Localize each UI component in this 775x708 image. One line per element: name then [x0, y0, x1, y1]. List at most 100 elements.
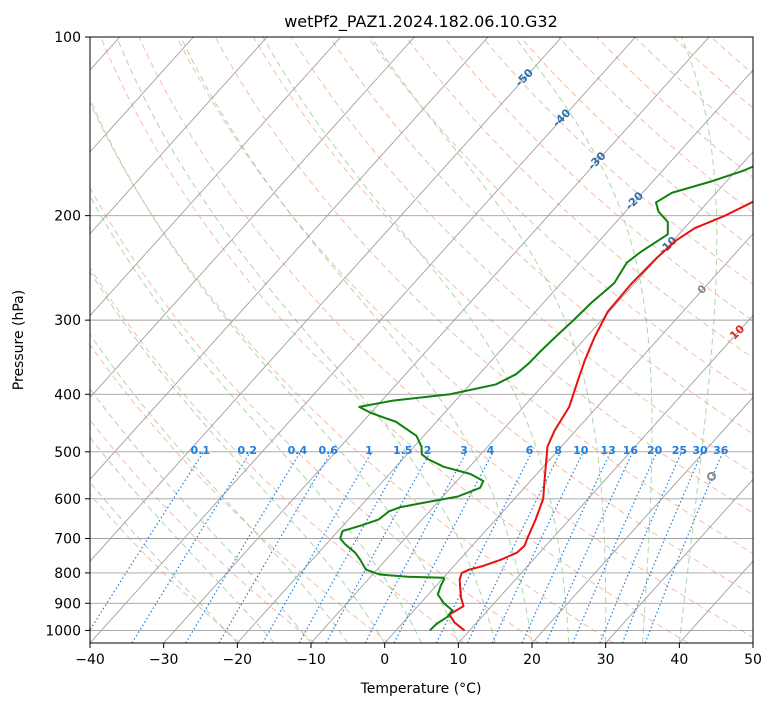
moist-adiabat-line	[514, 37, 653, 643]
isotherm-line	[90, 37, 194, 153]
mixing-ratio-label: 6	[526, 444, 534, 457]
mixing-ratio-label: 36	[713, 444, 729, 457]
y-tick-label: 100	[54, 30, 81, 46]
mixing-ratio-label: 13	[601, 444, 616, 457]
isotherm-line	[90, 37, 268, 235]
moist-adiabat-line	[262, 37, 570, 643]
x-tick-label: 50	[744, 652, 762, 668]
isotherm-line	[605, 478, 753, 643]
temperature-profile-line	[448, 200, 753, 632]
moist-adiabat-line	[180, 37, 533, 643]
mixing-ratio-line	[435, 451, 533, 643]
dry-adiabat-line	[90, 266, 465, 643]
mixing-ratio-label: 2	[424, 444, 432, 457]
mixing-ratio-label: 0.6	[318, 444, 338, 457]
isotherm-line	[531, 396, 753, 643]
y-axis-label: Pressure (hPa)	[11, 290, 27, 390]
mixing-ratio-label: 16	[623, 444, 639, 457]
x-tick-label: −10	[296, 652, 326, 668]
dry-adiabat-line	[596, 37, 753, 178]
mixing-ratio-line	[364, 451, 468, 643]
isotherm-line	[90, 37, 636, 643]
y-tick-label: 1000	[45, 623, 81, 639]
isotherm-line	[457, 314, 753, 643]
x-tick-label: −20	[223, 652, 253, 668]
x-tick-label: 10	[449, 652, 467, 668]
mixing-ratio-label: 20	[647, 444, 663, 457]
mixing-ratio-label: 3	[460, 444, 468, 457]
isotherm-line	[236, 69, 753, 643]
mixing-ratio-label: 1.5	[393, 444, 413, 457]
x-tick-label: 40	[670, 652, 688, 668]
dry-adiabat-line	[367, 37, 753, 397]
mixing-ratio-label: 30	[692, 444, 708, 457]
mixing-ratio-label: 10	[573, 444, 589, 457]
y-tick-label: 200	[54, 209, 81, 225]
mixing-ratio-label: 25	[672, 444, 687, 457]
isotherm-line	[384, 233, 753, 643]
dry-adiabat-line	[443, 37, 753, 322]
mixing-ratio-line	[90, 451, 205, 632]
plot-frame	[89, 36, 754, 644]
x-tick-label: 30	[597, 652, 615, 668]
mixing-ratio-line	[621, 451, 703, 643]
mixing-ratio-label: 4	[487, 444, 495, 457]
dry-adiabat-line	[176, 37, 753, 596]
dry-adiabat-line	[329, 37, 753, 435]
moist-adiabat-line	[90, 270, 386, 643]
y-tick-label: 600	[54, 492, 81, 508]
moist-adiabat-line	[678, 37, 718, 643]
dry-adiabat-line	[100, 37, 689, 643]
moist-adiabat-line	[370, 37, 607, 643]
mixing-ratio-line	[298, 451, 407, 643]
x-tick-label: −30	[149, 652, 179, 668]
y-tick-label: 400	[54, 387, 81, 403]
x-tick-label: 20	[523, 652, 541, 668]
dry-adiabat-line	[90, 186, 540, 643]
dry-adiabat-line	[90, 419, 315, 643]
mixing-ratio-line	[325, 451, 431, 643]
y-tick-label: 500	[54, 445, 81, 461]
isotherm-line	[310, 151, 753, 643]
mixing-ratio-line	[644, 451, 724, 643]
dry-adiabat-line	[252, 37, 753, 514]
mixing-ratio-line	[466, 451, 562, 643]
dry-adiabat-line	[138, 37, 753, 638]
mixing-ratio-line	[599, 451, 683, 643]
mixing-ratio-label: 1	[365, 444, 373, 457]
y-tick-label: 800	[54, 566, 81, 582]
isotherm-line	[90, 37, 415, 399]
plot-area: 0.1 0.2 0.4 0.6 1 1.5 2 3 4 6 8 10 13 16 20 25 30 36-50-4…	[90, 37, 753, 643]
dry-adiabat-line	[634, 37, 753, 144]
y-tick-label: 900	[54, 596, 81, 612]
moist-adiabat-line	[90, 436, 275, 643]
isotherm-line	[163, 37, 710, 643]
axes: −40 −30 −20 −10 0 10 20 30 40 50 1000 900 800 700 600 5…	[45, 30, 762, 668]
isotherm-line	[90, 37, 342, 317]
dry-adiabat-line	[214, 37, 753, 555]
mixing-ratio-label: 0.4	[288, 444, 308, 457]
dry-adiabat-line	[481, 37, 753, 285]
mixing-ratio-label: 0.1	[191, 444, 211, 457]
x-axis-label: Temperature (°C)	[360, 681, 482, 697]
isotherm-line	[90, 37, 563, 562]
lcl-marker	[707, 471, 716, 481]
dry-adiabat-line	[291, 37, 753, 474]
moist-adiabat-line	[90, 333, 349, 643]
dewpoint-profile-line	[339, 165, 753, 632]
x-tick-label: 0	[380, 652, 389, 668]
mixing-ratio-label: 8	[554, 444, 562, 457]
chart-title: wetPf2_PAZ1.2024.182.06.10.G32	[284, 12, 558, 32]
background-lines	[90, 37, 753, 643]
moist-adiabat-line	[90, 481, 238, 643]
isotherm-line	[90, 37, 489, 480]
y-tick-label: 300	[54, 313, 81, 329]
mixing-ratio-line	[185, 451, 301, 643]
moist-adiabat-line	[116, 37, 496, 643]
mixing-ratio-line	[572, 451, 658, 643]
x-tick-label: −40	[75, 652, 105, 668]
dry-adiabat-line	[90, 101, 614, 643]
moist-adiabat-line	[90, 98, 459, 643]
